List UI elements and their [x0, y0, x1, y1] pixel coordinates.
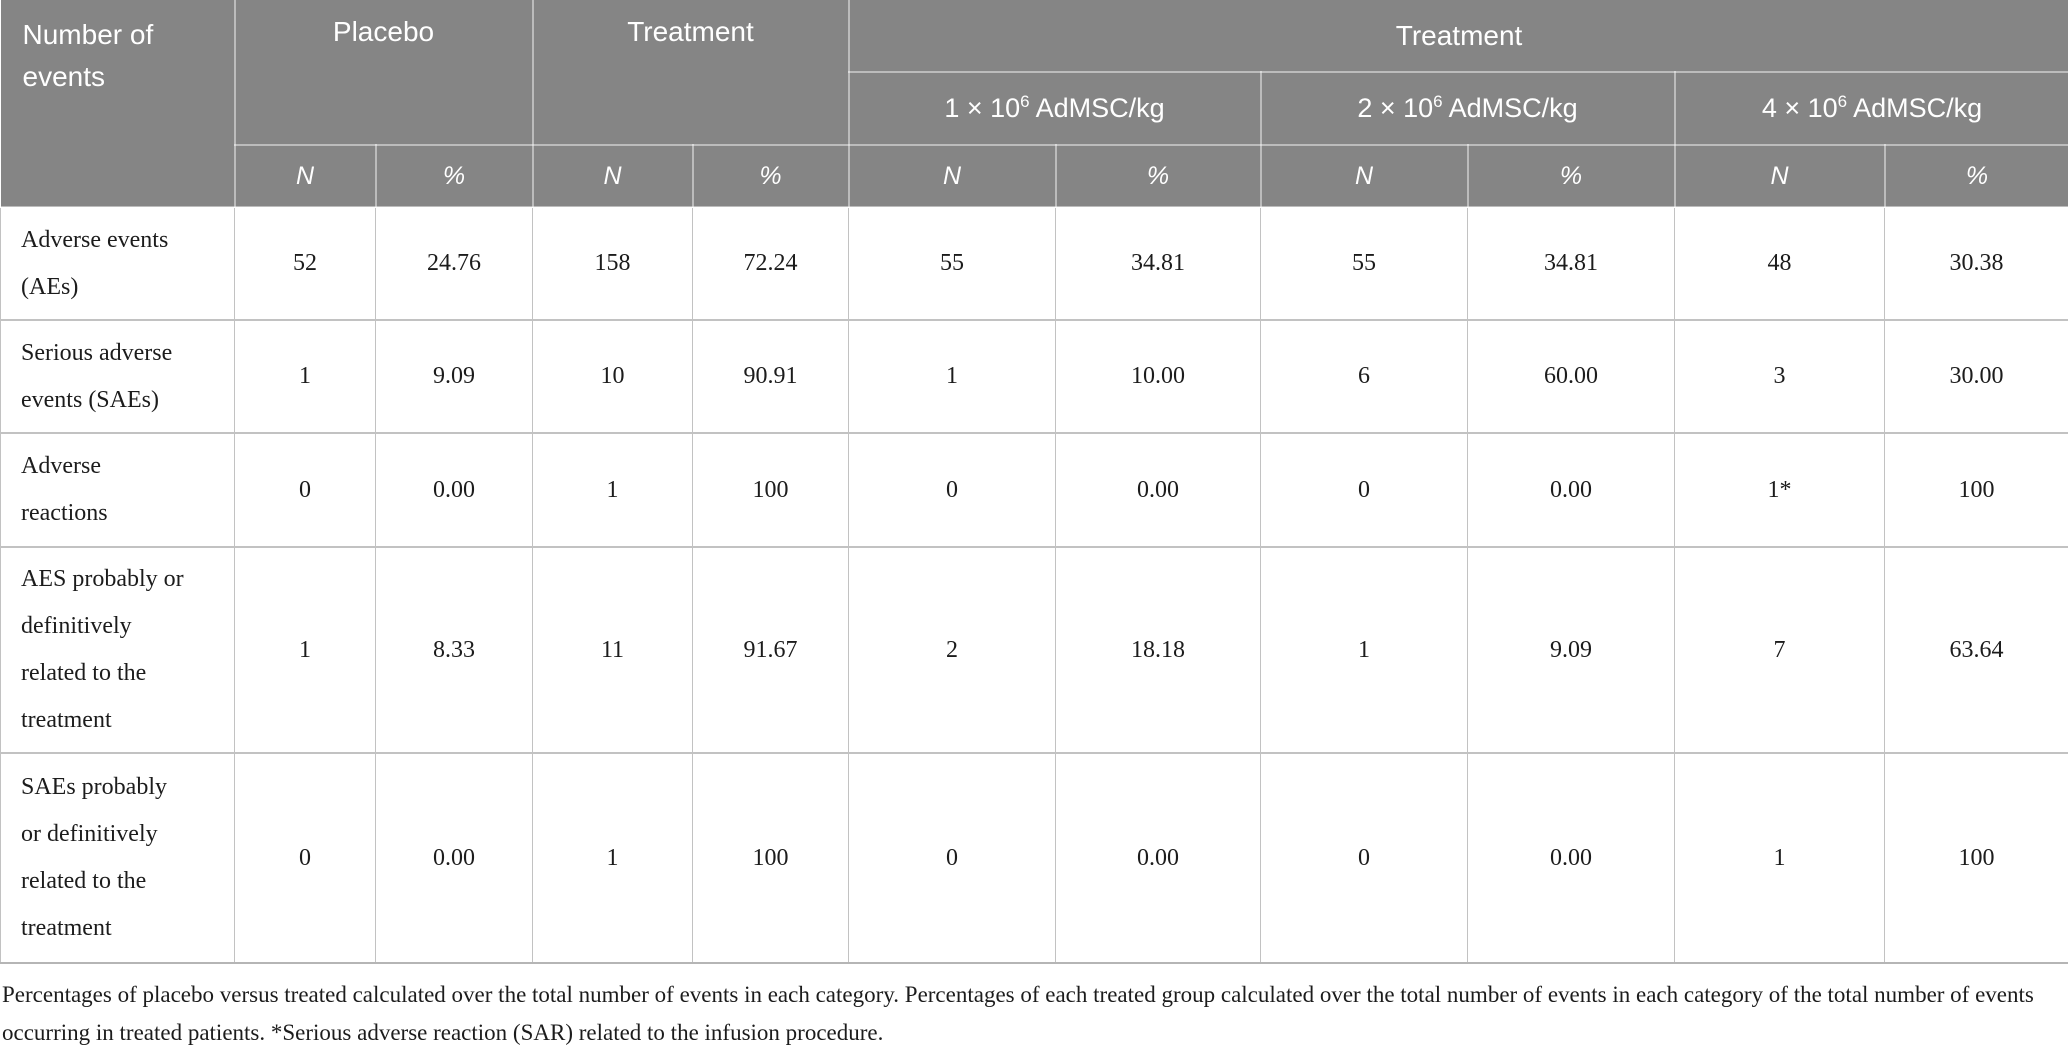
- header-n-label: N: [847, 144, 1057, 208]
- value-cell: 0: [1260, 752, 1468, 964]
- table-row: Adverse reactions 0 0.00 1 100 0 0.00 0 0.00 1* 10…: [0, 432, 2068, 548]
- value-cell: 3: [1674, 319, 1885, 434]
- dose-exponent: 6: [1433, 92, 1443, 111]
- value-cell: 63.64: [1883, 546, 2068, 754]
- header-group-row: Number of events Placebo Treatment Treat…: [0, 0, 2068, 208]
- value-cell: 0: [234, 432, 376, 548]
- value-cell: 10: [532, 319, 693, 434]
- events-table-body: Adverse events (AEs) 52 24.76 158 72.24 55 34.…: [0, 206, 2068, 964]
- value-cell: 158: [532, 206, 693, 321]
- value-cell: 55: [1260, 206, 1468, 321]
- value-cell: 1: [532, 432, 693, 548]
- value-cell: 1: [1260, 546, 1468, 754]
- dose-exponent: 6: [1837, 92, 1848, 111]
- dose-base: 1 × 10: [944, 93, 1021, 123]
- dose-exponent: 6: [1020, 92, 1030, 111]
- value-cell: 100: [692, 432, 849, 548]
- value-cell: 11: [532, 546, 693, 754]
- value-cell: 1: [234, 546, 376, 754]
- value-cell: 0: [848, 752, 1056, 964]
- dose-unit: AdMSC/kg: [1847, 93, 1983, 123]
- table-row: Adverse events (AEs) 52 24.76 158 72.24 55 34.…: [0, 206, 2068, 321]
- value-cell: 1*: [1674, 432, 1885, 548]
- header-dose-row: 1 × 106 AdMSC/kg 2 × 106 AdMSC/kg 4 × 10…: [1, 71, 2068, 146]
- table-header: Number of events Placebo Treatment Treat…: [0, 0, 2068, 208]
- row-label: AES probably or definitively related to …: [0, 546, 235, 754]
- header-n-label: N: [1259, 144, 1469, 208]
- header-percent-label: %: [691, 144, 850, 208]
- value-cell: 60.00: [1467, 319, 1675, 434]
- value-cell: 100: [692, 752, 849, 964]
- value-cell: 9.09: [375, 319, 533, 434]
- row-label: Adverse events (AEs): [0, 206, 235, 321]
- value-cell: 1: [848, 319, 1056, 434]
- value-cell: 9.09: [1467, 546, 1675, 754]
- value-cell: 0.00: [1055, 752, 1261, 964]
- value-cell: 0: [234, 752, 376, 964]
- value-cell: 55: [848, 206, 1056, 321]
- value-cell: 24.76: [375, 206, 533, 321]
- value-cell: 1: [234, 319, 376, 434]
- row-label: SAEs probably or definitively related to…: [0, 752, 235, 964]
- header-n-label: N: [233, 144, 377, 208]
- dose-unit: AdMSC/kg: [1442, 93, 1578, 123]
- value-cell: 0: [1260, 432, 1468, 548]
- value-cell: 52: [234, 206, 376, 321]
- header-n-label: N: [531, 144, 694, 208]
- value-cell: 6: [1260, 319, 1468, 434]
- row-label: Adverse reactions: [0, 432, 235, 548]
- value-cell: 72.24: [692, 206, 849, 321]
- value-cell: 10.00: [1055, 319, 1261, 434]
- header-percent-label: %: [1883, 144, 2068, 208]
- value-cell: 30.00: [1883, 319, 2068, 434]
- row-label: Serious adverse events (SAEs): [0, 319, 235, 434]
- value-cell: 90.91: [692, 319, 849, 434]
- value-cell: 2: [848, 546, 1056, 754]
- value-cell: 0.00: [375, 752, 533, 964]
- header-dose-4e6: 4 × 106 AdMSC/kg: [1673, 71, 2068, 146]
- header-dose-1e6: 1 × 106 AdMSC/kg: [847, 71, 1262, 146]
- adverse-events-table: Number of events Placebo Treatment Treat…: [0, 0, 2068, 964]
- value-cell: 100: [1883, 752, 2068, 964]
- value-cell: 0.00: [1467, 752, 1675, 964]
- header-treatment-group: Treatment: [531, 0, 850, 146]
- dose-base: 2 × 10: [1357, 93, 1434, 123]
- value-cell: 1: [532, 752, 693, 964]
- header-percent-label: %: [374, 144, 534, 208]
- header-placebo-group: Placebo: [233, 0, 534, 146]
- table-footnote: Percentages of placebo versus treated ca…: [2, 982, 2034, 1045]
- header-percent-label: %: [1054, 144, 1262, 208]
- value-cell: 18.18: [1055, 546, 1261, 754]
- value-cell: 34.81: [1055, 206, 1261, 321]
- header-dose-2e6: 2 × 106 AdMSC/kg: [1259, 71, 1676, 146]
- value-cell: 1: [1674, 752, 1885, 964]
- value-cell: 91.67: [692, 546, 849, 754]
- header-n-percent-row: N % N % N % N % N %: [1, 144, 2068, 208]
- header-percent-label: %: [1466, 144, 1676, 208]
- value-cell: 0.00: [1467, 432, 1675, 548]
- value-cell: 100: [1883, 432, 2068, 548]
- dose-base: 4 × 10: [1761, 93, 1838, 123]
- table-row: Serious adverse events (SAEs) 1 9.09 10 90.9…: [0, 319, 2068, 434]
- value-cell: 48: [1674, 206, 1885, 321]
- table-row: SAEs probably or definitively related to…: [0, 752, 2068, 964]
- value-cell: 7: [1674, 546, 1885, 754]
- dose-unit: AdMSC/kg: [1029, 93, 1165, 123]
- value-cell: 0: [848, 432, 1056, 548]
- header-n-label: N: [1673, 144, 1886, 208]
- header-treatment-doses-group: Treatment: [847, 0, 2068, 73]
- header-number-of-events: Number of events: [0, 0, 236, 208]
- value-cell: 0.00: [1055, 432, 1261, 548]
- table-row: AES probably or definitively related to …: [0, 546, 2068, 754]
- value-cell: 0.00: [375, 432, 533, 548]
- value-cell: 8.33: [375, 546, 533, 754]
- value-cell: 34.81: [1467, 206, 1675, 321]
- value-cell: 30.38: [1883, 206, 2068, 321]
